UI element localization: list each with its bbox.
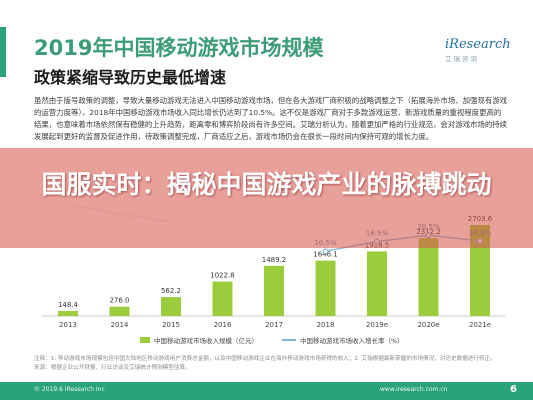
title-accent-bar [0, 27, 6, 77]
x-tick-label: 2017 [265, 321, 283, 329]
x-tick-label: 2015 [162, 321, 180, 329]
bar [418, 238, 439, 316]
x-tick-label: 2018 [317, 321, 335, 329]
chart-legend: 中国移动游戏市场收入规模（亿元） 中国移动游戏市场收入增长率（%） [140, 335, 404, 345]
logo-text: iResearch [445, 37, 511, 52]
iresearch-logo: iResearch 艾瑞咨询 [445, 37, 525, 63]
source-line: 来源：根据企业公开财报、行业访谈及艾瑞统计预测模型估算。 [34, 365, 191, 371]
chart-notes: 注释：1. 移动游戏市场规模包括中国大陆地区移动游戏用户消费总金额，以及中国移动… [34, 355, 496, 373]
logo-subtext: 艾瑞咨询 [445, 55, 479, 63]
growth-point [322, 248, 329, 255]
bar [58, 311, 78, 316]
bar [161, 297, 181, 316]
bar [212, 281, 233, 316]
x-tick-label: 2021e [469, 321, 491, 329]
x-tick-label: 2014 [111, 321, 129, 329]
bar [315, 260, 336, 316]
bar [109, 306, 130, 316]
bar [264, 265, 284, 316]
legend-bar-swatch [140, 337, 150, 343]
footer-bar [0, 382, 533, 400]
page-number: 6 [510, 384, 517, 395]
legend-line-swatch [282, 339, 296, 341]
analysis-paragraph: 虽然由于版号政策的调整，导致大量移动游戏无法进入中国移动游戏市场，但在各大游戏厂… [34, 96, 508, 141]
footer-copyright: © 2019.6 iResearch Inc [34, 386, 105, 393]
x-tick-label: 2013 [59, 321, 77, 329]
note-line: 注释：1. 移动游戏市场规模包括中国大陆地区移动游戏用户消费总金额，以及中国移动… [34, 356, 496, 362]
overlay-headline: 国服实时：揭秘中国游戏产业的脉搏跳动 [41, 170, 492, 199]
x-tick-label: 2016 [214, 321, 232, 329]
footer-site: www.iresearch.com.cn [380, 386, 448, 393]
bar-value-label: 1022.8 [210, 272, 235, 280]
bar-value-label: 276.0 [109, 297, 129, 305]
legend-bar-label: 中国移动游戏市场收入规模（亿元） [154, 337, 258, 345]
bar [367, 251, 387, 316]
bar-value-label: 148.4 [58, 301, 79, 309]
bar-value-label: 1489.2 [262, 256, 287, 264]
bar-value-label: 562.2 [161, 287, 181, 295]
overlay-banner [0, 148, 533, 248]
x-tick-label: 2019e [366, 321, 388, 329]
page-title: 2019年中国移动游戏市场规模 [34, 36, 324, 60]
bar-value-label: 1646.1 [313, 251, 338, 259]
page-subtitle: 政策紧缩导致历史最低增速 [34, 68, 227, 87]
x-tick-label: 2020e [417, 321, 439, 329]
legend-line-label: 中国移动游戏市场收入增长率（%） [300, 337, 404, 345]
